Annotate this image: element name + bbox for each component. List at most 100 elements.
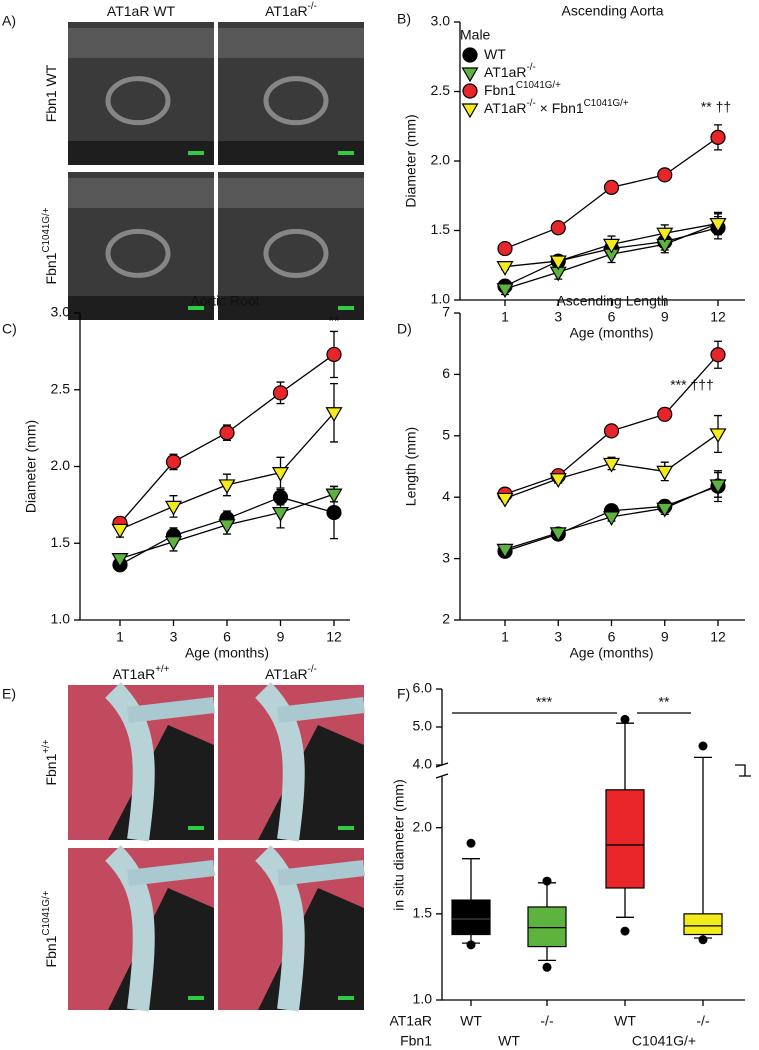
- whisker: [616, 722, 634, 790]
- marker: [326, 504, 342, 521]
- image-texture: [277, 860, 365, 886]
- column-label: AT1aR-/-: [265, 1, 317, 19]
- y-axis-label: Diameter (mm): [23, 420, 39, 513]
- marker: [657, 167, 673, 183]
- marker: [272, 489, 289, 505]
- image-texture: [105, 76, 171, 126]
- outlier: [466, 838, 476, 848]
- marker: [656, 465, 674, 481]
- significance-label: ***: [536, 694, 553, 710]
- legend-title: Male: [460, 27, 491, 43]
- annotation: *** †††: [670, 377, 714, 393]
- row-label: Fbn1: [400, 1033, 432, 1049]
- outlier: [542, 876, 552, 886]
- y-tick-label: 1.0: [51, 611, 71, 627]
- marker: [549, 255, 567, 271]
- image-texture: [277, 697, 365, 723]
- scale-bar: [338, 996, 354, 1000]
- marker: [603, 179, 620, 196]
- legend-label: Fbn1C1041G/+: [484, 80, 561, 98]
- marker: [326, 346, 342, 363]
- marker: [550, 220, 566, 236]
- marker: [164, 500, 183, 516]
- outlier: [620, 926, 630, 936]
- y-tick-label: 1.5: [431, 221, 451, 237]
- panel-label: C): [2, 321, 17, 337]
- x-tick-label: 9: [277, 629, 285, 645]
- x-tick-label: 3: [170, 629, 178, 645]
- y-tick-label: 3.0: [51, 304, 71, 320]
- scale-bar: [188, 826, 204, 830]
- marker: [218, 479, 236, 495]
- marker: [602, 457, 621, 473]
- marker: [111, 553, 129, 568]
- marker: [549, 473, 567, 488]
- x-tick-label: 1: [116, 629, 124, 645]
- x-tick-label: 9: [661, 309, 669, 325]
- marker: [461, 103, 479, 119]
- marker: [657, 406, 673, 422]
- x-tick-label: 12: [326, 629, 342, 645]
- whisker: [538, 882, 556, 907]
- image-texture: [127, 860, 215, 886]
- outlier: [542, 962, 552, 972]
- marker: [496, 543, 514, 559]
- box: [605, 789, 645, 889]
- row-label: Fbn1C1041G/+: [41, 207, 59, 284]
- image-texture: [127, 697, 215, 723]
- y-axis-label: Diameter (mm): [403, 114, 419, 207]
- y-axis-label: Length (mm): [403, 427, 419, 506]
- scale-bar: [338, 306, 354, 310]
- image-texture: [105, 845, 155, 1012]
- row-label: Fbn1+/+: [41, 739, 59, 785]
- marker: [272, 385, 289, 401]
- x-tick-label: WT: [460, 1013, 482, 1029]
- image-texture: [105, 228, 171, 278]
- marker: [549, 527, 567, 543]
- x-tick-label: 12: [710, 629, 726, 645]
- column-label: AT1aR-/-: [265, 664, 317, 682]
- scale-bar: [338, 151, 354, 155]
- x-axis-label: Age (months): [569, 645, 653, 661]
- marker: [709, 479, 727, 495]
- y-tick-label: 5.0: [413, 718, 433, 734]
- x-tick-label: -/-: [696, 1013, 710, 1029]
- marker: [497, 240, 513, 257]
- column-label: AT1aR WT: [107, 3, 176, 19]
- y-tick-label: 3: [442, 549, 450, 565]
- marker: [164, 536, 183, 551]
- y-tick-label: 1.0: [431, 291, 451, 307]
- legend-label: AT1aR-/-: [484, 62, 536, 80]
- outlier: [466, 940, 476, 950]
- outlier: [698, 935, 708, 945]
- y-tick-label: 5: [442, 427, 450, 443]
- x-tick-label: -/-: [540, 1013, 554, 1029]
- panel-label: B): [397, 11, 411, 27]
- y-tick-label: 6: [442, 365, 450, 381]
- image-texture: [254, 682, 305, 842]
- marker: [461, 67, 479, 83]
- whisker: [694, 756, 712, 914]
- marker: [165, 454, 182, 470]
- marker: [496, 261, 514, 276]
- y-tick-label: 1.5: [51, 534, 71, 550]
- marker: [218, 519, 236, 535]
- image-texture: [218, 28, 364, 58]
- row-label: Fbn1 WT: [43, 64, 59, 122]
- whisker: [462, 858, 480, 901]
- x-tick-label: 12: [710, 309, 726, 325]
- y-tick-label: 2.0: [431, 152, 451, 168]
- marker: [496, 283, 514, 299]
- image-texture: [68, 178, 214, 208]
- marker: [603, 423, 620, 439]
- y-tick-label: 3.0: [431, 13, 451, 29]
- image-texture: [218, 178, 364, 208]
- annotation: ** ††: [701, 99, 731, 115]
- scale-bar: [188, 996, 204, 1000]
- y-tick-label: 1.5: [413, 905, 433, 921]
- box: [683, 913, 723, 936]
- marker: [271, 467, 290, 482]
- scale-bar: [188, 151, 204, 155]
- group-label: C1041G/+: [632, 1033, 696, 1049]
- scale-bar: [338, 826, 354, 830]
